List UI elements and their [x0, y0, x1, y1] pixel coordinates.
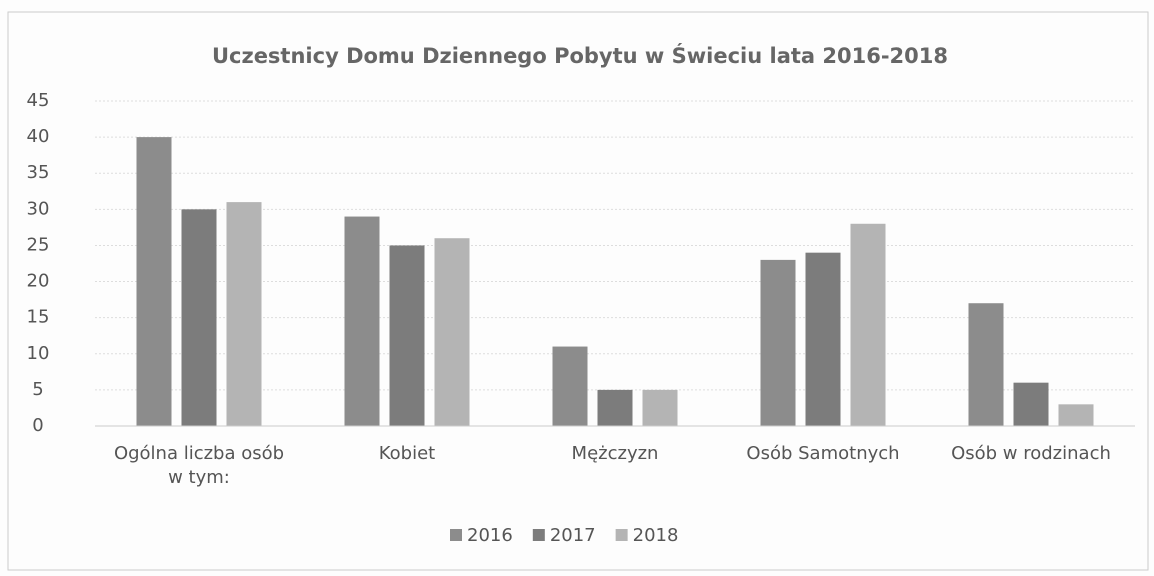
y-tick-label: 35	[27, 162, 50, 183]
x-tick-label: Kobiet	[378, 443, 436, 464]
y-tick-label: 10	[27, 343, 50, 364]
bar	[1058, 404, 1094, 426]
legend-label: 2017	[550, 525, 596, 546]
bar	[968, 303, 1004, 426]
legend-swatch	[532, 529, 545, 541]
x-tick-label: Osób Samotnych	[746, 443, 900, 464]
bar	[1013, 382, 1049, 426]
x-tick-label: Mężczyzn	[571, 443, 659, 464]
legend-swatch	[615, 529, 628, 541]
bar	[805, 252, 841, 426]
bar	[850, 223, 886, 426]
y-tick-label: 15	[27, 307, 50, 328]
y-tick-label: 5	[32, 379, 43, 400]
legend-swatch	[450, 529, 462, 541]
bar	[136, 137, 172, 426]
bar	[597, 389, 633, 426]
y-tick-label: 40	[27, 126, 50, 147]
y-tick-label: 20	[27, 271, 50, 292]
bar	[552, 346, 588, 426]
chart-title: Uczestnicy Domu Dziennego Pobytu w Świec…	[212, 43, 948, 68]
bar	[389, 245, 425, 426]
bar	[344, 216, 380, 426]
y-tick-label: 30	[27, 198, 50, 219]
bar	[181, 209, 217, 426]
bar	[226, 202, 262, 426]
legend-label: 2016	[467, 525, 513, 546]
bar	[642, 389, 678, 426]
chart-border	[7, 11, 1149, 571]
bar	[434, 238, 470, 426]
y-tick-label: 25	[27, 234, 50, 255]
x-tick-label: Ogólna liczba osób w tym:	[113, 443, 285, 488]
y-tick-label: 45	[27, 90, 50, 111]
bar	[760, 259, 796, 426]
legend-label: 2018	[633, 525, 679, 546]
y-tick-label: 0	[32, 415, 43, 436]
x-tick-label: Osób w rodzinach	[951, 443, 1111, 464]
